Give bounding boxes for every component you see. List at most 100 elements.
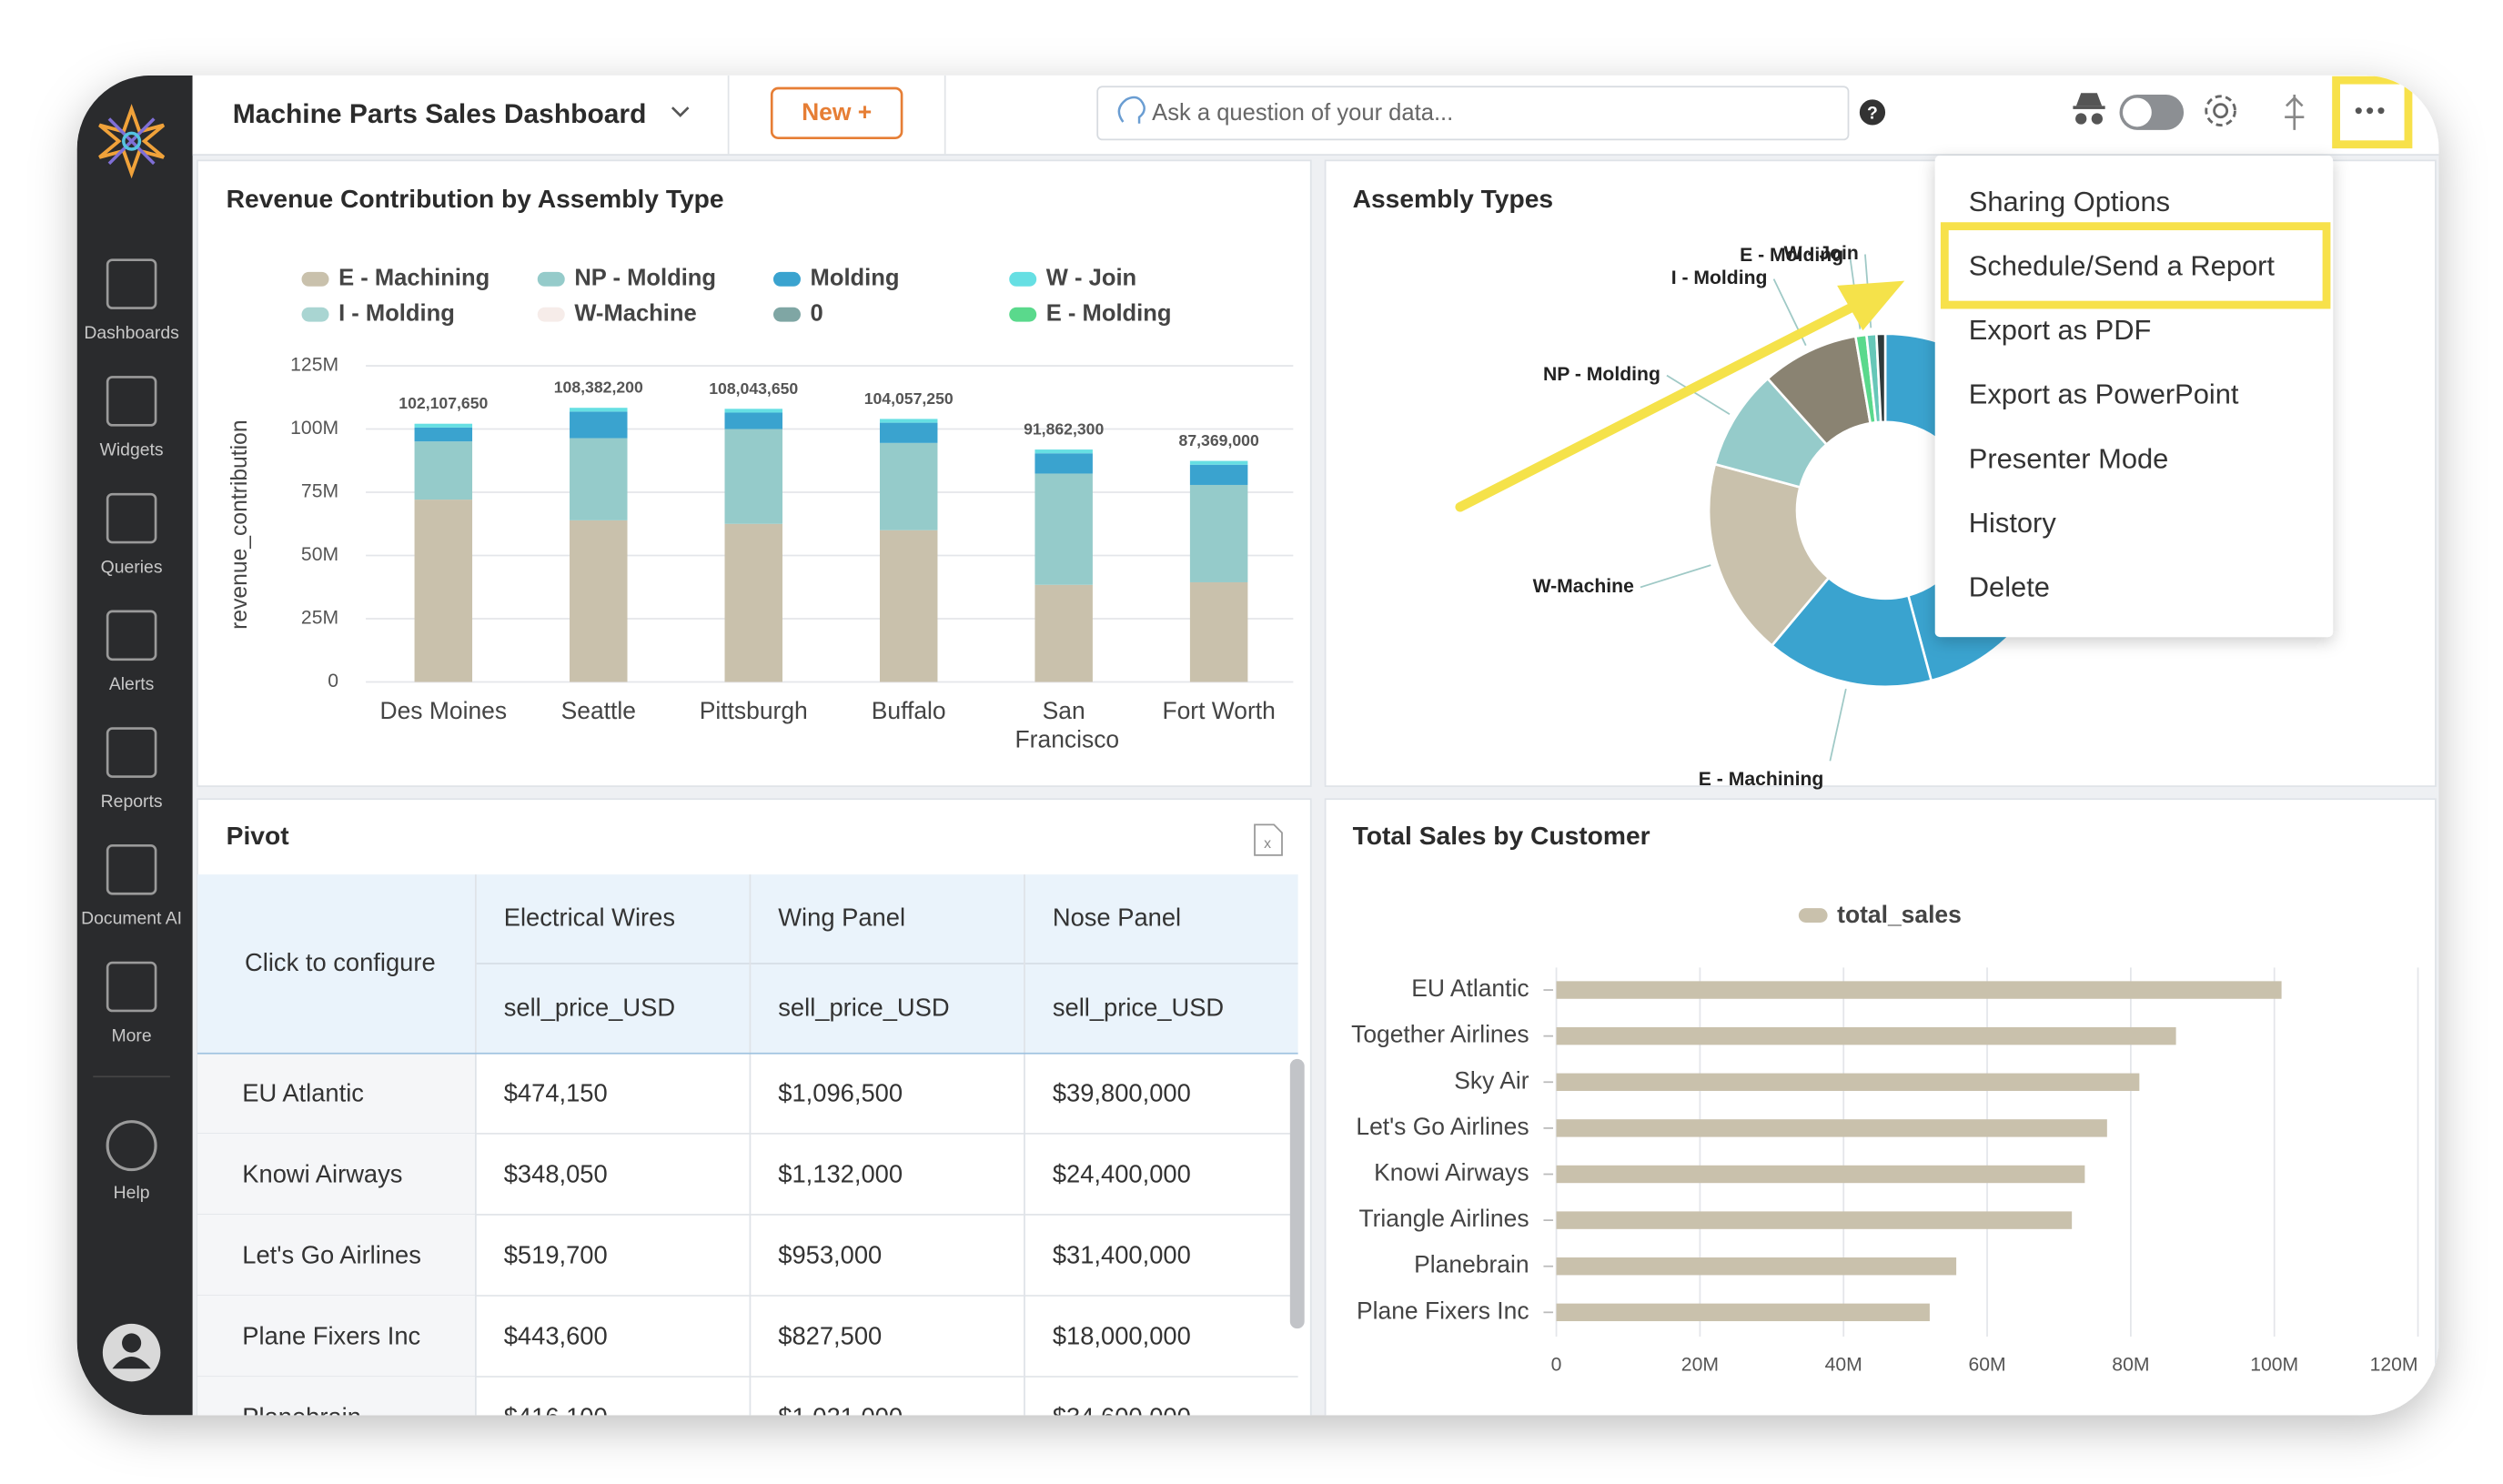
row-header-bg [197,1377,475,1416]
legend-swatch[interactable] [1798,908,1828,923]
incognito-icon[interactable] [2073,93,2105,125]
nav-icon[interactable] [106,844,157,895]
total-label: 108,382,200 [554,379,643,397]
y-tick-label: Together Airlines [1351,1021,1529,1048]
y-tick-label: Triangle Airlines [1358,1205,1529,1232]
bar-segment [879,442,938,530]
menu-item[interactable]: Presenter Mode [1969,442,2169,474]
toggle-knob [2123,97,2152,127]
donut-slice[interactable] [1707,462,1831,648]
bar-segment [724,523,782,682]
menu-item[interactable]: History [1969,507,2057,539]
legend-swatch[interactable] [772,271,801,287]
column-header[interactable]: Electrical Wires [504,904,675,932]
table-cell: $1,132,000 [778,1159,903,1187]
dashboard-title[interactable]: Machine Parts Sales Dashboard [233,99,647,129]
bar[interactable] [1556,1211,2073,1229]
new-button-label[interactable]: New + [802,98,872,126]
nav-label[interactable]: More [112,1025,152,1045]
nav-icon[interactable] [106,727,157,778]
bar[interactable] [1556,1257,1957,1276]
logo[interactable] [98,104,166,179]
nav-label[interactable]: Dashboards [84,323,178,343]
search-placeholder[interactable]: Ask a question of your data... [1152,100,1453,126]
settings-icon[interactable] [2205,95,2236,126]
legend-label[interactable]: W-Machine [574,300,696,326]
leader-line [1829,688,1847,762]
donut-slice[interactable] [1770,576,1933,689]
legend-label[interactable]: 0 [811,300,823,326]
legend-swatch[interactable] [772,307,801,322]
nav-label[interactable]: Reports [101,792,163,812]
help-icon[interactable] [1859,99,1886,126]
legend-label[interactable]: W - Join [1046,266,1136,291]
nav-icon[interactable] [106,961,157,1013]
title-dropdown[interactable] [671,106,690,117]
nav-icon[interactable] [106,492,157,544]
legend-swatch[interactable] [301,271,329,287]
dropdown-menu [1934,156,2334,638]
panel-title: Total Sales by Customer [1353,821,1650,850]
legend-label[interactable]: E - Molding [1046,300,1172,326]
nav-label[interactable]: Alerts [109,674,155,694]
search-box[interactable] [1096,86,1850,141]
pointer-icon[interactable] [2285,95,2305,130]
y-tick-label: 50M [301,544,338,565]
legend-swatch[interactable] [1009,307,1037,322]
nav-icon[interactable] [106,610,157,661]
nav-icon[interactable] [106,258,157,309]
bar-segment [1035,473,1093,585]
table-cell: $1,021,000 [778,1403,903,1431]
column-header[interactable]: Wing Panel [778,904,905,932]
x-tick-label: San Francisco [1008,697,1119,753]
table-cell: $39,800,000 [1053,1078,1191,1106]
legend-swatch[interactable] [301,307,329,322]
measure-header[interactable]: sell_price_USD [1053,993,1224,1021]
nav-icon[interactable] [106,1120,157,1172]
legend-label[interactable]: E - Machining [338,266,489,291]
x-tick-label: 0 [1551,1354,1562,1375]
nav-label[interactable]: Queries [101,557,163,577]
nav-label[interactable]: Help [114,1183,150,1203]
table-corner[interactable]: Click to configure [245,948,436,976]
bar[interactable] [1556,1303,1930,1322]
menu-item[interactable]: Export as PowerPoint [1969,379,2239,410]
leader-line [1666,374,1731,415]
column-header[interactable]: Nose Panel [1053,904,1181,932]
row-header-bg [197,1133,475,1215]
nav-icon[interactable] [106,376,157,427]
row-header: Let's Go Airlines [242,1240,421,1268]
bar[interactable] [1556,1119,2107,1137]
nav-label[interactable]: Widgets [100,440,164,460]
bar[interactable] [1556,1165,2085,1184]
legend-swatch[interactable] [1009,271,1037,287]
bar-segment [414,500,473,682]
bar-segment [570,408,628,412]
bar[interactable] [1556,1073,2140,1091]
y-tick-label: 75M [301,481,338,502]
legend-label[interactable]: NP - Molding [574,266,716,291]
donut-slice[interactable] [1874,332,1887,424]
nav-label[interactable]: Document AI [81,909,182,929]
menu-item[interactable]: Export as PDF [1969,314,2152,346]
legend-label[interactable]: total_sales [1837,901,1962,928]
new-button[interactable] [770,86,903,139]
row-header: EU Atlantic [242,1078,364,1106]
measure-header[interactable]: sell_price_USD [504,993,675,1021]
legend-swatch[interactable] [537,307,565,322]
table-cell: $34,600,000 [1053,1403,1191,1431]
measure-header[interactable]: sell_price_USD [778,993,949,1021]
bar[interactable] [1556,981,2282,999]
menu-item[interactable]: Schedule/Send a Report [1969,250,2276,282]
total-label: 87,369,000 [1179,431,1259,449]
legend-label[interactable]: Molding [811,266,900,291]
menu-item[interactable]: Sharing Options [1969,186,2170,217]
table-cell: $348,050 [504,1159,608,1187]
menu-item[interactable]: Delete [1969,570,2050,602]
excel-export-icon[interactable]: x [1254,823,1283,856]
bar[interactable] [1556,1026,2176,1045]
legend-label[interactable]: I - Molding [338,300,455,326]
legend-swatch[interactable] [537,271,565,287]
scrollbar-thumb[interactable] [1289,1058,1305,1329]
